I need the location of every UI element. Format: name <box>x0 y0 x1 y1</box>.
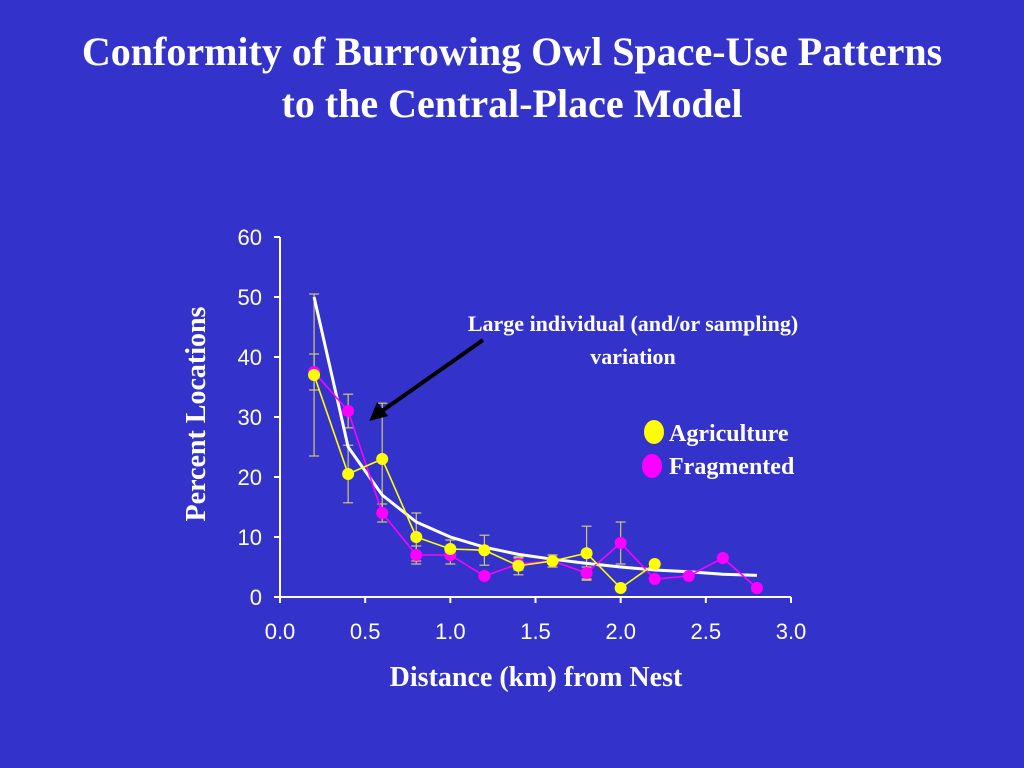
title-line-1: Conformity of Burrowing Owl Space-Use Pa… <box>81 29 943 74</box>
annotation-arrow-shaft <box>378 338 485 415</box>
x-tick-label: 1.0 <box>435 619 466 644</box>
data-point-fragmented <box>750 582 763 594</box>
y-axis-title: Percent Locations <box>181 306 212 521</box>
data-point-agriculture <box>342 468 355 480</box>
legend-label-fragmented: Fragmented <box>669 454 795 480</box>
legend-swatch-agriculture <box>644 420 664 444</box>
x-tick-label: 0.0 <box>265 619 296 644</box>
x-axis-title: Distance (km) from Nest <box>390 662 683 693</box>
data-point-agriculture <box>580 547 593 560</box>
data-point-agriculture <box>614 582 627 594</box>
data-point-fragmented <box>376 507 389 519</box>
slide-title: Conformity of Burrowing Owl Space-Use Pa… <box>0 26 1024 130</box>
x-tick-label: 0.5 <box>350 619 381 644</box>
x-tick-label: 2.0 <box>605 619 636 644</box>
data-point-fragmented <box>410 549 423 561</box>
y-tick-label: 60 <box>238 225 262 250</box>
chart-legend: Agriculture Fragmented <box>642 420 795 480</box>
data-point-agriculture <box>444 543 457 555</box>
data-point-fragmented <box>342 405 355 417</box>
y-tick-label: 30 <box>238 405 262 430</box>
y-tick-label: 10 <box>238 525 262 550</box>
data-point-agriculture <box>546 555 559 567</box>
data-point-fragmented <box>648 573 661 585</box>
model-curve-line <box>312 296 757 577</box>
y-tick-label: 0 <box>250 585 262 610</box>
data-point-agriculture <box>308 369 321 381</box>
x-tick-label: 2.5 <box>691 619 722 644</box>
annotation-arrow-head <box>369 402 389 421</box>
data-point-fragmented <box>716 552 729 564</box>
annotation-arrow <box>369 338 485 421</box>
x-tick-label: 3.0 <box>776 619 807 644</box>
chart-series <box>308 293 763 594</box>
y-tick-label: 20 <box>238 465 262 490</box>
legend-swatch-fragmented <box>642 454 662 478</box>
data-point-agriculture <box>648 558 661 570</box>
data-point-agriculture <box>512 559 525 572</box>
y-tick-label: 50 <box>238 285 262 310</box>
data-point-agriculture <box>478 544 491 557</box>
title-line-2: to the Central-Place Model <box>281 81 743 126</box>
x-tick-label: 1.5 <box>520 619 551 644</box>
data-point-fragmented <box>478 570 491 582</box>
data-point-agriculture <box>410 531 423 543</box>
annotation-line-1: Large individual (and/or sampling) <box>468 311 798 336</box>
data-point-agriculture <box>376 453 389 465</box>
data-point-fragmented <box>682 570 695 582</box>
data-point-fragmented <box>614 537 627 549</box>
legend-label-agriculture: Agriculture <box>669 421 789 447</box>
y-tick-label: 40 <box>238 345 262 370</box>
annotation-line-2: variation <box>590 344 676 369</box>
chart-axes: 0 10 20 30 40 50 60 0.0 0.5 1.0 1.5 2.0 2.5 3.0 <box>238 225 807 644</box>
errorbars-fragmented <box>309 353 626 580</box>
data-point-fragmented <box>580 567 593 579</box>
